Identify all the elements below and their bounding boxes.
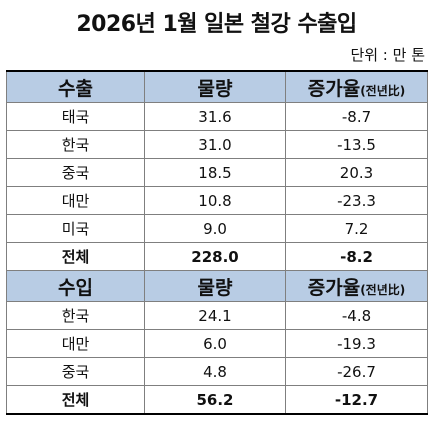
table-row: 한국 31.0 -13.5 xyxy=(6,130,428,159)
change-cell: -26.7 xyxy=(285,357,428,386)
change-cell: -23.3 xyxy=(285,186,428,215)
volume-cell: 31.6 xyxy=(144,102,286,131)
volume-cell: 4.8 xyxy=(144,357,286,386)
import-total-row: 전체 56.2 -12.7 xyxy=(6,385,428,415)
export-change-header: 증가율(전년比) xyxy=(285,70,428,103)
import-category-header: 수입 xyxy=(6,270,145,302)
table-row: 태국 31.6 -8.7 xyxy=(6,102,428,131)
table-row: 중국 4.8 -26.7 xyxy=(6,357,428,386)
total-label-cell: 전체 xyxy=(6,242,145,271)
country-cell: 대만 xyxy=(6,329,145,358)
country-cell: 한국 xyxy=(6,130,145,159)
change-cell: 20.3 xyxy=(285,158,428,187)
import-change-label: 증가율 xyxy=(307,276,361,299)
import-change-header: 증가율(전년比) xyxy=(285,270,428,302)
total-label-cell: 전체 xyxy=(6,385,145,415)
country-cell: 미국 xyxy=(6,214,145,243)
export-change-sub-label: (전년比) xyxy=(360,83,406,98)
export-category-header: 수출 xyxy=(6,70,145,103)
export-total-row: 전체 228.0 -8.2 xyxy=(6,242,428,271)
change-cell: 7.2 xyxy=(285,214,428,243)
change-cell: -8.7 xyxy=(285,102,428,131)
country-cell: 대만 xyxy=(6,186,145,215)
total-volume-cell: 228.0 xyxy=(144,242,286,271)
volume-cell: 31.0 xyxy=(144,130,286,159)
table-row: 한국 24.1 -4.8 xyxy=(6,301,428,330)
volume-cell: 9.0 xyxy=(144,214,286,243)
trade-table: 수출 물량 증가율(전년比) 태국 31.6 -8.7 한국 31.0 -13.… xyxy=(6,70,428,415)
volume-cell: 18.5 xyxy=(144,158,286,187)
total-change-cell: -8.2 xyxy=(285,242,428,271)
export-header-row: 수출 물량 증가율(전년比) xyxy=(6,70,428,103)
page-title: 2026년 1월 일본 철강 수출입 xyxy=(76,12,357,37)
import-header-row: 수입 물량 증가율(전년比) xyxy=(6,270,428,302)
table-row: 대만 6.0 -19.3 xyxy=(6,329,428,358)
export-change-label: 증가율 xyxy=(307,77,361,100)
unit-label: 단위 : 만 톤 xyxy=(350,46,425,64)
export-volume-header: 물량 xyxy=(144,70,286,103)
total-change-cell: -12.7 xyxy=(285,385,428,415)
volume-cell: 6.0 xyxy=(144,329,286,358)
import-volume-header: 물량 xyxy=(144,270,286,302)
total-volume-cell: 56.2 xyxy=(144,385,286,415)
change-cell: -4.8 xyxy=(285,301,428,330)
country-cell: 태국 xyxy=(6,102,145,131)
table-row: 중국 18.5 20.3 xyxy=(6,158,428,187)
change-cell: -19.3 xyxy=(285,329,428,358)
country-cell: 중국 xyxy=(6,158,145,187)
import-change-sub-label: (전년比) xyxy=(360,282,406,297)
country-cell: 한국 xyxy=(6,301,145,330)
table-row: 대만 10.8 -23.3 xyxy=(6,186,428,215)
table-row: 미국 9.0 7.2 xyxy=(6,214,428,243)
volume-cell: 10.8 xyxy=(144,186,286,215)
volume-cell: 24.1 xyxy=(144,301,286,330)
country-cell: 중국 xyxy=(6,357,145,386)
change-cell: -13.5 xyxy=(285,130,428,159)
